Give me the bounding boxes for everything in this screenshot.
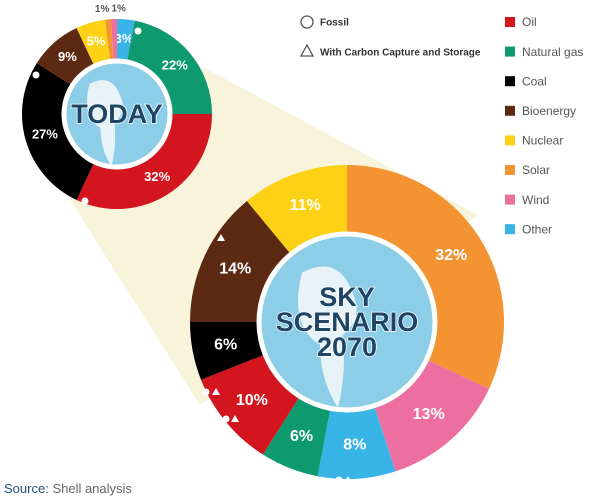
ccs-label: With Carbon Capture and Storage [320, 48, 481, 59]
legend-swatch [505, 105, 515, 116]
segment-markers [32, 27, 352, 484]
legend-swatch [505, 194, 515, 205]
legend-swatch [505, 46, 515, 57]
value-label: 6% [214, 336, 237, 353]
legend-label: Oil [522, 15, 537, 29]
legend-swatch [505, 165, 515, 175]
source-text: Shell analysis [52, 481, 132, 496]
value-label: 1% [111, 4, 126, 15]
donut-title: 2070 [317, 332, 377, 362]
value-label: 1% [95, 4, 110, 15]
value-label: 6% [290, 428, 313, 445]
ccs-icon [299, 43, 315, 57]
ccs-marker [212, 388, 220, 395]
fossil-marker [81, 197, 89, 205]
donut-segment [190, 201, 290, 322]
value-label: 8% [343, 436, 366, 453]
legend-label: Bioenergy [522, 104, 576, 118]
ccs-marker [217, 234, 225, 241]
donut-segment [22, 63, 94, 200]
donut-segment [374, 360, 490, 472]
legend-swatch [505, 224, 515, 235]
value-label: 22% [162, 58, 188, 73]
legend-label: Nuclear [522, 134, 563, 148]
donut-segment [36, 28, 94, 85]
ccs-marker [231, 415, 239, 422]
ccs-marker [344, 476, 352, 483]
value-label: 3% [115, 31, 134, 46]
legend: Oil Natural gas Coal Bioenergy Nuclear Solar W… [505, 15, 583, 236]
donut-segment [117, 19, 135, 60]
fossil-marker [335, 476, 343, 484]
fossil-marker [134, 27, 142, 35]
legend-label: Other [522, 222, 552, 236]
value-label: 14% [219, 261, 251, 278]
donut-segment [76, 114, 212, 210]
globe-land [297, 266, 357, 408]
legend-label: Solar [522, 163, 550, 177]
legend-label: Coal [522, 74, 547, 88]
value-label: 11% [290, 197, 321, 214]
donut-title: SCENARIO [276, 307, 419, 337]
value-label: 9% [58, 49, 77, 64]
donut-segment [262, 397, 331, 477]
source-label: Source: [4, 481, 49, 496]
value-label: 32% [435, 247, 467, 264]
legend-swatch [505, 135, 515, 146]
legend-label: Natural gas [522, 45, 583, 59]
legend-swatch [505, 76, 515, 87]
donut-segment [246, 165, 347, 253]
fossil-marker [202, 388, 210, 396]
value-label: 13% [413, 406, 445, 423]
donut-segment [347, 165, 505, 389]
donut-segment [190, 322, 264, 380]
fossil-marker [32, 71, 40, 79]
donut-segment [201, 355, 299, 455]
donut-segment [111, 19, 117, 60]
donuts: 3% 22% 32% 27% 9% 5% 1% 1% TODAY 32% 13% 8% 6% 10% 6% 1… [22, 4, 505, 479]
donut-segment [105, 19, 114, 60]
legend-label: Wind [522, 193, 549, 207]
source: Source: Shell analysis [4, 481, 132, 496]
value-label: 32% [144, 169, 170, 184]
value-label: 27% [32, 126, 58, 141]
value-label: 10% [236, 392, 268, 409]
donut-segment [76, 19, 111, 65]
value-label: 5% [87, 33, 106, 48]
legend-swatch [505, 17, 515, 27]
donut-title: SKY [319, 282, 375, 312]
donut-segment [317, 407, 396, 479]
donut-title: TODAY [71, 99, 163, 129]
fossil-label: Fossil [320, 18, 349, 29]
fossil-icon [300, 15, 314, 29]
donut-segment [127, 20, 213, 115]
fossil-marker [222, 415, 230, 423]
globe-land [87, 80, 123, 167]
